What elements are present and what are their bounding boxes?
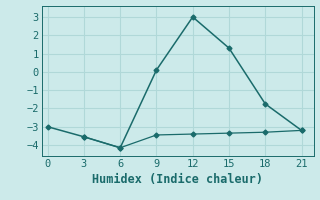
X-axis label: Humidex (Indice chaleur): Humidex (Indice chaleur)	[92, 173, 263, 186]
